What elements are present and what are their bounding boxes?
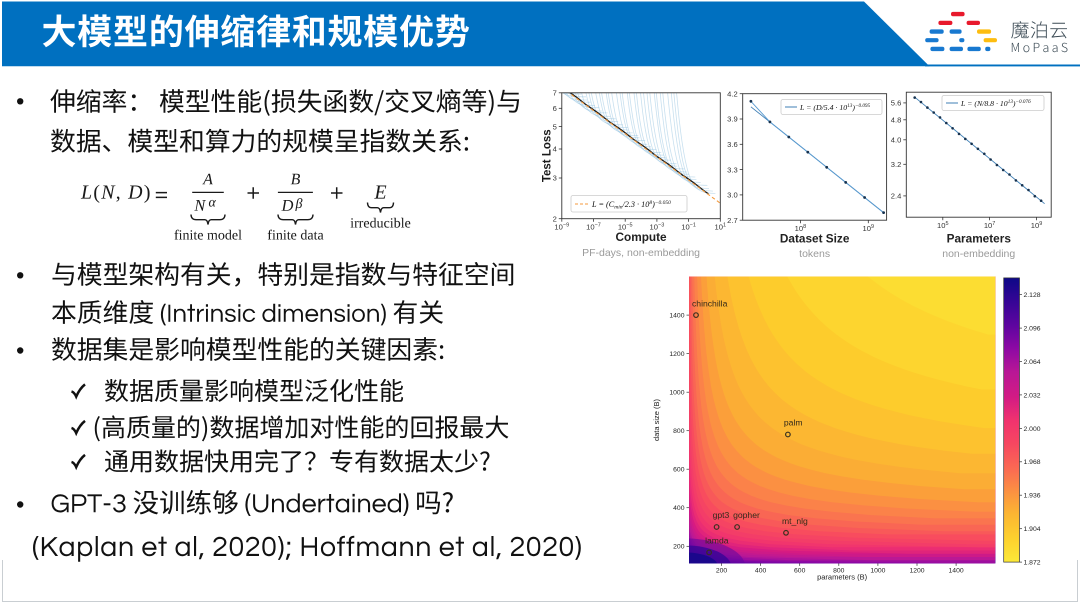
- svg-text:gpt3: gpt3: [713, 510, 730, 520]
- svg-text:200: 200: [673, 544, 685, 551]
- svg-text:1.936: 1.936: [1024, 493, 1041, 500]
- svg-text:6: 6: [553, 104, 557, 113]
- svg-text:non-embedding: non-embedding: [942, 248, 1015, 260]
- svg-text:800: 800: [833, 567, 845, 574]
- svg-text:lamda: lamda: [705, 536, 729, 546]
- svg-text:L = (Cmin/2.3 · 108)−0.050: L = (Cmin/2.3 · 108)−0.050: [591, 200, 671, 211]
- svg-text:10−1: 10−1: [681, 223, 696, 232]
- svg-text:chinchilla: chinchilla: [692, 298, 728, 308]
- svg-text:10−5: 10−5: [618, 223, 633, 232]
- svg-text:10−3: 10−3: [650, 223, 665, 232]
- svg-text:palm: palm: [784, 418, 803, 428]
- svg-text:tokens: tokens: [799, 248, 830, 260]
- svg-text:1200: 1200: [909, 567, 924, 574]
- svg-text:3.9: 3.9: [727, 115, 738, 124]
- svg-text:3.3: 3.3: [727, 165, 738, 174]
- svg-text:Test Loss: Test Loss: [542, 129, 554, 182]
- svg-text:1000: 1000: [870, 567, 885, 574]
- svg-text:gopher: gopher: [733, 510, 760, 520]
- svg-text:2.4: 2.4: [891, 192, 902, 201]
- svg-text:1000: 1000: [669, 390, 684, 397]
- svg-text:200: 200: [716, 567, 728, 574]
- svg-text:3.2: 3.2: [891, 160, 902, 169]
- svg-text:1400: 1400: [669, 312, 684, 319]
- svg-text:4.8: 4.8: [891, 116, 902, 125]
- svg-text:Parameters: Parameters: [947, 232, 1012, 246]
- svg-text:7: 7: [553, 89, 557, 98]
- svg-text:400: 400: [755, 567, 767, 574]
- svg-text:3: 3: [553, 174, 557, 183]
- svg-text:3.0: 3.0: [727, 191, 738, 200]
- svg-text:5: 5: [553, 122, 557, 131]
- svg-text:101: 101: [715, 223, 727, 232]
- svg-text:2.096: 2.096: [1024, 326, 1041, 333]
- svg-text:400: 400: [673, 505, 685, 512]
- svg-text:4: 4: [553, 145, 557, 154]
- svg-text:4.0: 4.0: [891, 136, 902, 145]
- svg-text:3.6: 3.6: [727, 140, 738, 149]
- svg-text:10−9: 10−9: [554, 223, 569, 232]
- svg-text:1200: 1200: [669, 351, 684, 358]
- svg-text:2: 2: [553, 214, 557, 223]
- svg-text:800: 800: [673, 428, 685, 435]
- svg-text:109: 109: [863, 224, 875, 233]
- svg-text:data size (B): data size (B): [652, 398, 661, 441]
- svg-text:600: 600: [673, 467, 685, 474]
- svg-text:5.6: 5.6: [891, 99, 902, 108]
- svg-text:1400: 1400: [949, 567, 964, 574]
- svg-text:PF-days, non-embedding: PF-days, non-embedding: [582, 247, 700, 259]
- svg-text:2.128: 2.128: [1024, 292, 1041, 299]
- svg-text:1.968: 1.968: [1024, 459, 1041, 466]
- svg-text:L = (D/5.4 · 1013)−0.095: L = (D/5.4 · 1013)−0.095: [799, 103, 871, 112]
- svg-text:Compute: Compute: [615, 230, 667, 244]
- svg-text:108: 108: [795, 224, 807, 233]
- svg-text:L = (N/8.8 · 1013)−0.076: L = (N/8.8 · 1013)−0.076: [960, 99, 1031, 108]
- svg-text:4.2: 4.2: [727, 89, 738, 98]
- svg-text:2.032: 2.032: [1024, 392, 1041, 399]
- svg-text:107: 107: [984, 221, 996, 230]
- svg-text:2.7: 2.7: [727, 216, 738, 225]
- svg-text:105: 105: [937, 221, 949, 230]
- svg-text:600: 600: [794, 567, 806, 574]
- svg-text:parameters (B): parameters (B): [817, 573, 868, 582]
- svg-text:1.904: 1.904: [1024, 526, 1041, 533]
- svg-text:mt_nlg: mt_nlg: [782, 516, 808, 526]
- svg-text:2.064: 2.064: [1024, 359, 1041, 366]
- svg-text:109: 109: [1031, 221, 1043, 230]
- svg-text:Dataset Size: Dataset Size: [780, 232, 850, 246]
- svg-text:2.000: 2.000: [1024, 426, 1041, 433]
- svg-text:1.872: 1.872: [1024, 560, 1041, 567]
- svg-text:10−7: 10−7: [586, 223, 601, 232]
